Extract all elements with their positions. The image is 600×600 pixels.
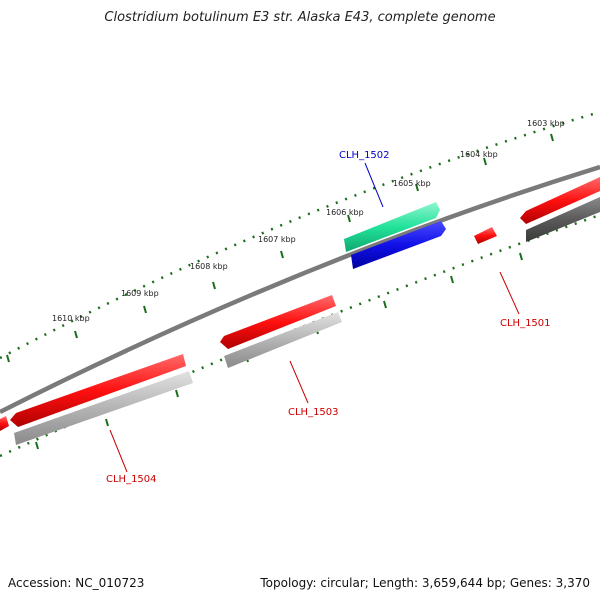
outer-major-ticks [6,133,554,363]
tick-label-1605: 1605 kbp [393,179,431,188]
tick-label-1610: 1610 kbp [52,314,90,323]
genome-backbone [0,164,600,415]
gene-label-CLH_1504[interactable]: CLH_1504 [106,474,157,485]
tick-label-1606: 1606 kbp [326,208,364,217]
accession-text: Accession: NC_010723 [8,576,145,590]
tick-label-1603: 1603 kbp [527,119,565,128]
gene-feature-red-edge[interactable] [0,416,9,431]
callout-line-CLH_1504 [109,429,128,473]
callout-line-CLH_1503 [289,360,309,404]
gene-label-CLH_1501[interactable]: CLH_1501 [500,318,551,329]
gene-feature-red-topright[interactable] [520,177,600,224]
genome-summary-text: Topology: circular; Length: 3,659,644 bp… [260,576,590,590]
gene-label-CLH_1502[interactable]: CLH_1502 [339,150,390,161]
gene-feature-red-middle[interactable] [220,295,336,349]
tick-label-1608: 1608 kbp [190,262,228,271]
tick-label-1607: 1607 kbp [258,235,296,244]
gene-feature-darkgrey-topright[interactable] [526,197,600,242]
tick-label-1609: 1609 kbp [121,289,159,298]
gene-feature-CLH_1504[interactable] [14,371,193,445]
callout-line-CLH_1502 [364,162,384,208]
gene-feature-red-lowerleft[interactable] [10,354,186,427]
gene-feature-CLH_1501[interactable] [474,227,497,244]
callout-line-CLH_1501 [499,271,520,315]
gene-feature-CLH_1502[interactable] [344,202,440,252]
gene-feature-CLH_1503[interactable] [224,312,342,368]
gene-label-CLH_1503[interactable]: CLH_1503 [288,407,339,418]
gene-feature-blue[interactable] [351,221,446,269]
tick-label-1604: 1604 kbp [460,150,498,159]
genome-title: Clostridium botulinum E3 str. Alaska E43… [104,10,496,25]
outer-scale-ring [0,110,600,360]
